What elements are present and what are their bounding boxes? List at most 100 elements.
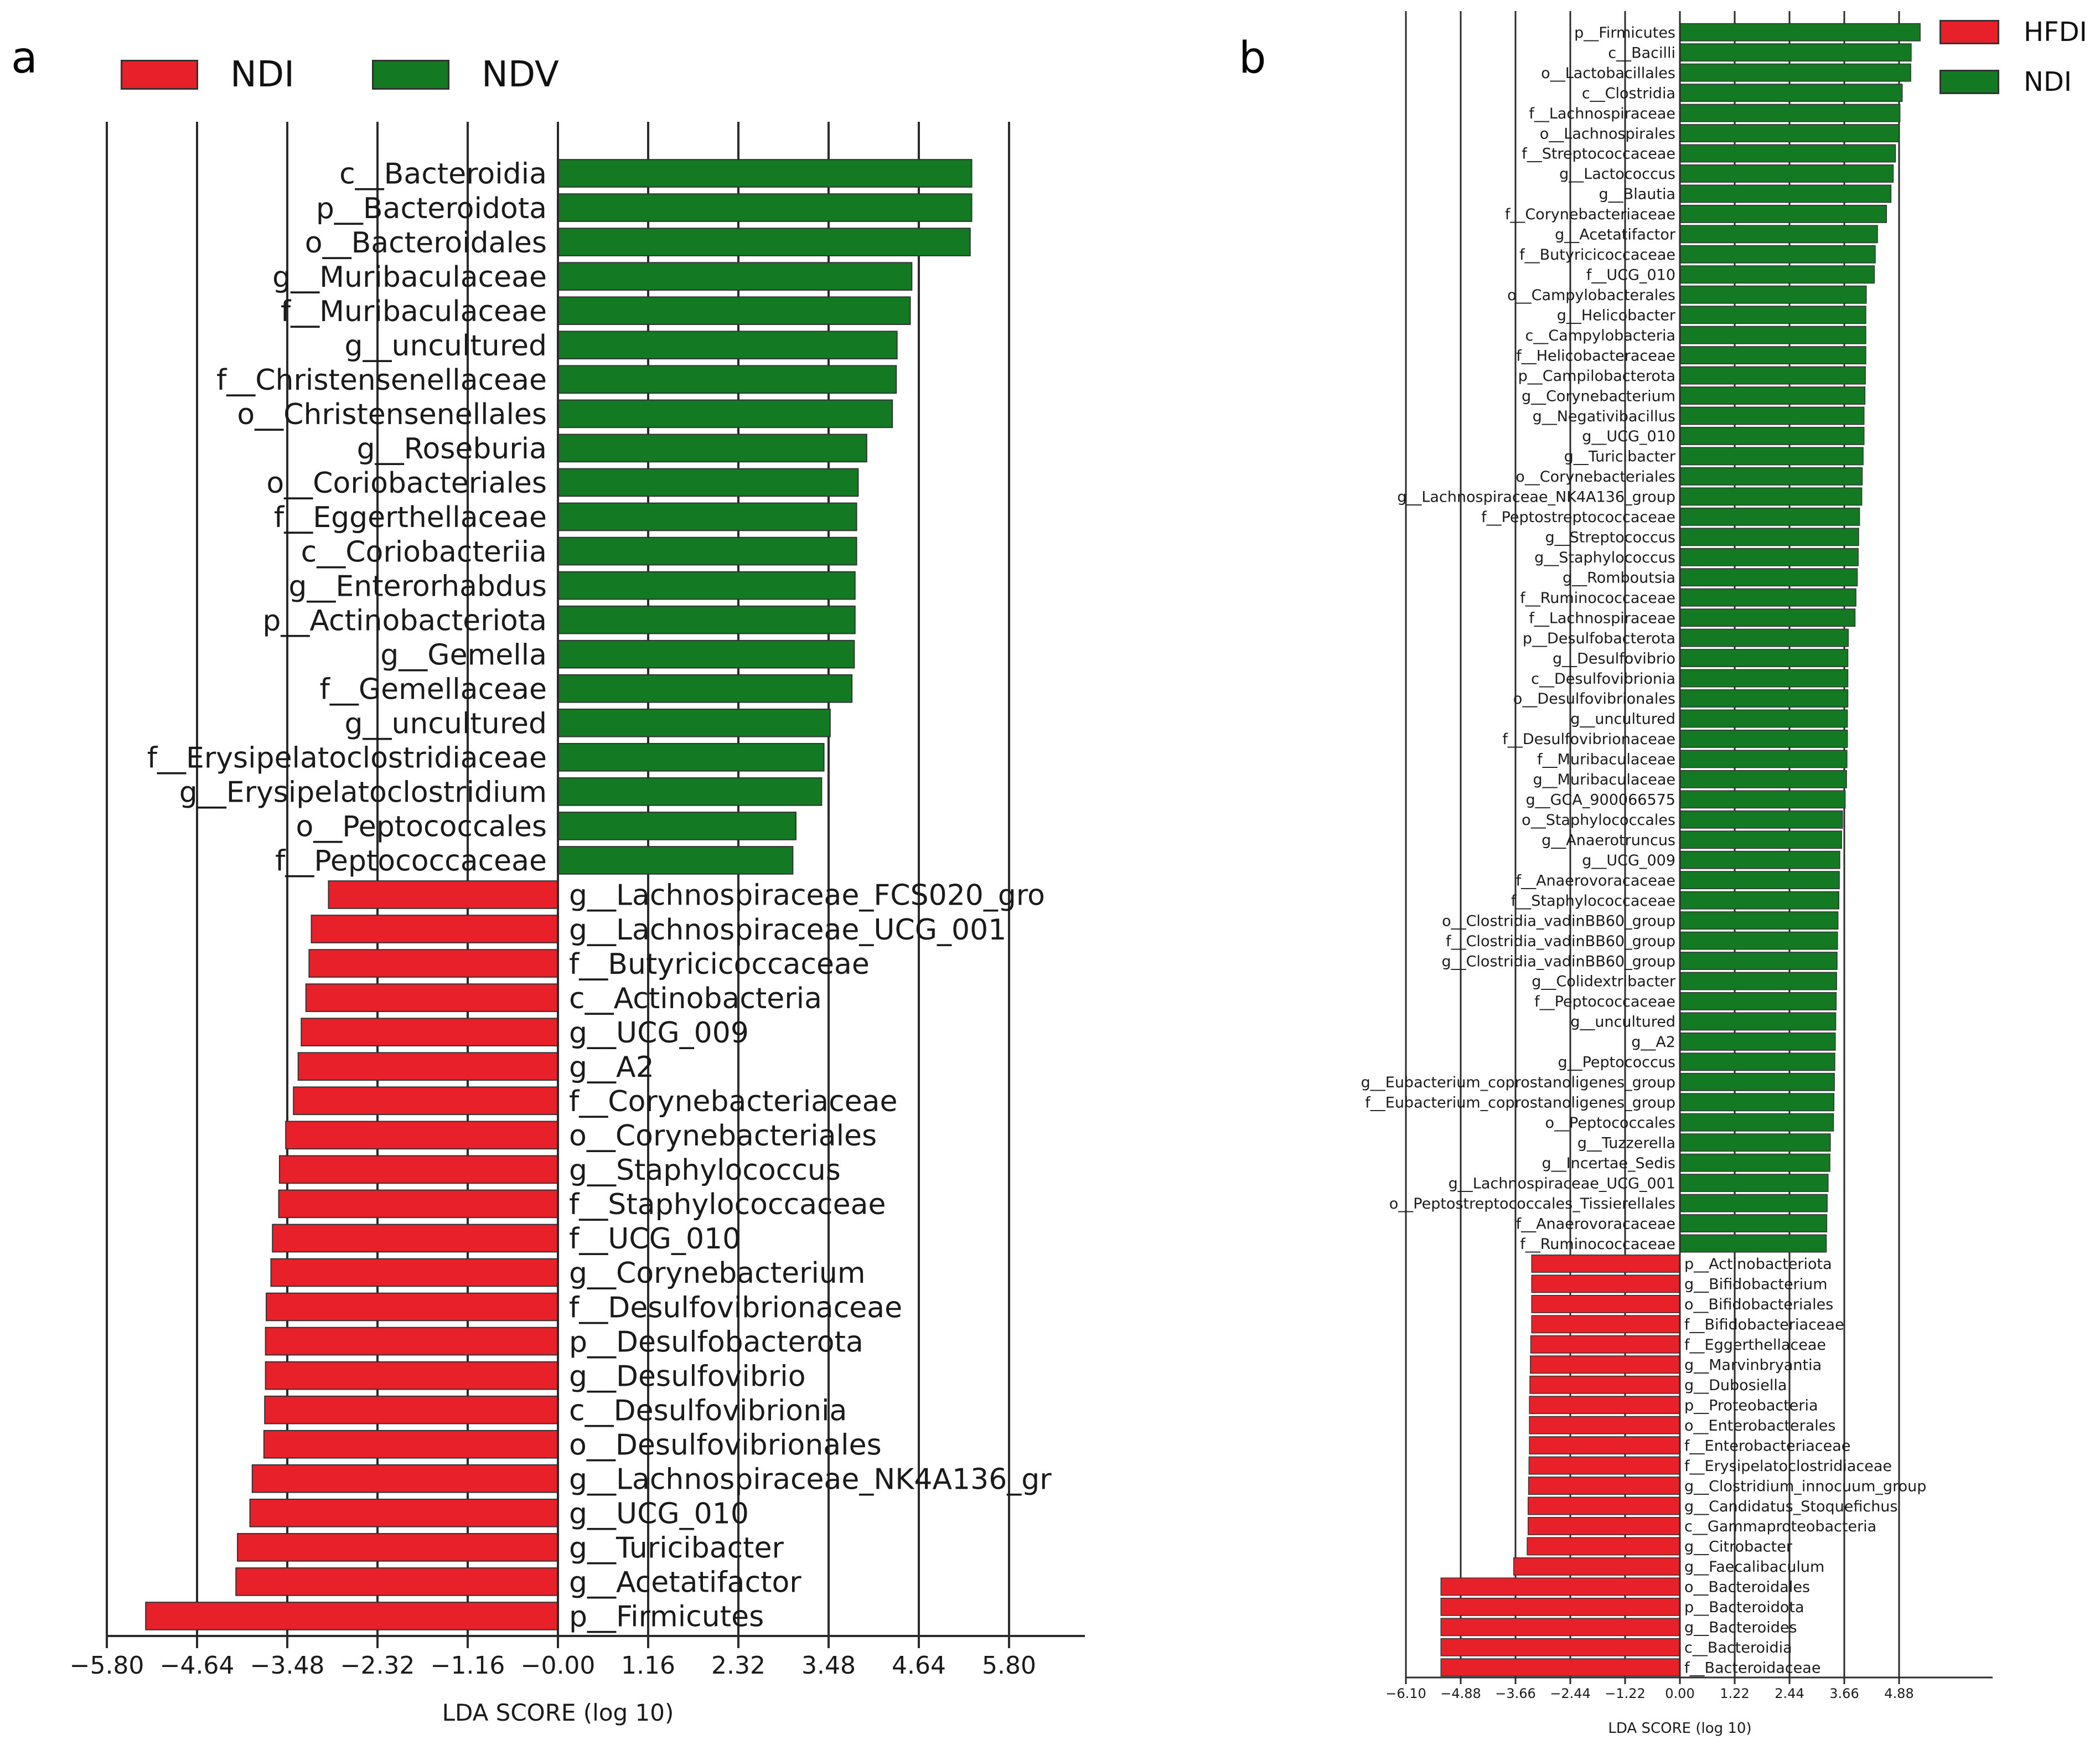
bar-label: g__Corynebacterium [1522, 388, 1675, 405]
bar-label: f__Desulfovibrionaceae [569, 1291, 902, 1324]
bar [1679, 467, 1863, 486]
bar [1530, 1335, 1680, 1354]
x-tick-label: 4.88 [1884, 1686, 1913, 1701]
x-tick-label: −1.16 [431, 1651, 505, 1680]
bar-label: g__Staphylococcus [1534, 549, 1675, 566]
bar [557, 502, 857, 531]
bar [1679, 104, 1901, 122]
bar-label: g__uncultured [1570, 711, 1675, 728]
bar-label: g__GCA_900066575 [1526, 792, 1676, 809]
bar [1679, 689, 1849, 708]
bar [557, 468, 859, 497]
bar [1679, 204, 1887, 223]
x-tick-label: 0.00 [1665, 1686, 1694, 1701]
bar-label: g__Roseburia [357, 432, 547, 466]
bar-label: o__Coriobacteriales [266, 467, 547, 500]
bar [1529, 1416, 1680, 1434]
bar-label: g__Clostridium_innocuum_group [1684, 1478, 1926, 1495]
bar-label: f__Corynebacteriaceae [1505, 206, 1675, 223]
bar [1679, 225, 1878, 244]
x-axis-label: LDA SCORE (log 10) [442, 1699, 674, 1726]
bar [1679, 608, 1856, 627]
x-tick-label: 1.16 [621, 1651, 675, 1680]
bar-label: f__Eggerthellaceae [274, 501, 547, 534]
bar [1679, 830, 1842, 849]
bar-label: g__Bacteroides [1684, 1619, 1797, 1637]
bar [293, 1086, 558, 1116]
bar [1679, 164, 1894, 183]
bar [272, 1224, 559, 1253]
x-tick-label: −3.66 [1495, 1686, 1536, 1701]
bar-label: f__Peptococcaceae [275, 845, 547, 878]
bar-label: g__Negativibacillus [1533, 408, 1675, 425]
bar-label: g__uncultured [1570, 1014, 1675, 1031]
legend-label-hfdi: HFDI [2024, 17, 2087, 48]
bar [1679, 1133, 1831, 1152]
bar [1679, 245, 1876, 264]
bar-label: g__UCG_010 [1582, 428, 1675, 445]
bar-label: g__uncultured [345, 707, 547, 740]
bar-label: o__Christensenellales [237, 398, 547, 431]
panel-a-legend-item-1: NDV [372, 54, 559, 95]
bar [251, 1464, 559, 1493]
bar-label: g__A2 [569, 1051, 654, 1084]
bar [278, 1155, 558, 1184]
bar-label: g__Romboutsia [1563, 569, 1675, 586]
bar [1679, 366, 1866, 385]
bar-label: g__Colidextribacter [1532, 973, 1676, 990]
bar [1679, 427, 1865, 445]
bar [1527, 1496, 1680, 1515]
bar-label: f__Streptococcaceae [1522, 146, 1675, 163]
legend-swatch-ndi [121, 60, 198, 90]
bar [1679, 43, 1912, 62]
bar [1529, 1375, 1680, 1394]
bar [1679, 730, 1848, 748]
panel-a-letter: a [11, 33, 38, 83]
x-tick-label: −0.00 [521, 1651, 596, 1680]
bar-label: c__Clostridia [1582, 85, 1675, 102]
bar [1679, 1174, 1829, 1193]
bar [297, 1052, 558, 1081]
bar-label: f__Christensenellaceae [216, 364, 547, 397]
bar-label: f__Enterobacteriaceae [1684, 1437, 1850, 1454]
bar [557, 846, 794, 875]
bar [1679, 1153, 1830, 1172]
bar-label: f__Staphylococcaceae [569, 1188, 886, 1221]
bar [1440, 1618, 1680, 1637]
bar-label: p__Desulfobacterota [569, 1325, 863, 1359]
bar-label: o__Desulfovibrionales [1513, 690, 1675, 708]
bar [557, 228, 971, 256]
bar [1679, 790, 1846, 809]
bar [1513, 1557, 1680, 1576]
bar [1679, 750, 1848, 768]
bar-label: c__Desulfovibrionia [1531, 670, 1675, 688]
bar-label: g__Marvinbryantia [1684, 1357, 1822, 1374]
bar-label: c__Gammaproteobacteria [1684, 1518, 1876, 1535]
bar [1679, 23, 1921, 42]
bar-label: g__Lachnospiraceae_UCG_001 [569, 913, 1006, 947]
bar [1679, 649, 1849, 668]
bar [1679, 386, 1866, 405]
bar [1679, 548, 1859, 566]
bar-label: o__Clostridia_vadinBB60_group [1442, 912, 1675, 930]
bar-label: f__Peptococcaceae [1534, 993, 1675, 1010]
bar-label: c__Coriobacteriia [301, 535, 547, 569]
bar [1679, 770, 1847, 788]
x-tick-label: −1.22 [1605, 1686, 1646, 1701]
bar [265, 1326, 559, 1356]
bar [1531, 1294, 1680, 1313]
panel-b-legend-item-0: HFDI [1939, 17, 2087, 48]
bar [1679, 124, 1900, 142]
x-axis-label: LDA SCORE (log 10) [1608, 1720, 1751, 1737]
bar-label: p__Desulfobacterota [1523, 630, 1675, 647]
x-tick-label: 2.44 [1775, 1686, 1804, 1701]
bar [1679, 588, 1856, 607]
bar [1528, 1477, 1680, 1495]
bar [557, 777, 823, 806]
bar [1679, 810, 1843, 829]
panel-b-letter: b [1239, 33, 1266, 83]
bar [1679, 326, 1866, 344]
bar-label: g__Enterorhabdus [288, 570, 547, 603]
bar-label: g__A2 [1631, 1034, 1675, 1051]
bar-label: f__Butyricicoccaceae [569, 948, 870, 981]
